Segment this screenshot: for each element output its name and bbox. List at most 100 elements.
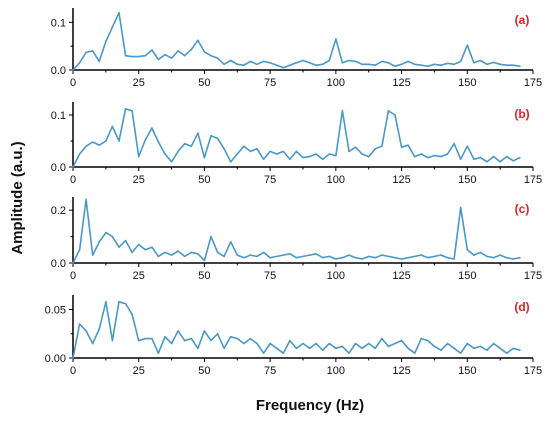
- data-point: [229, 59, 232, 62]
- data-point: [157, 58, 160, 61]
- data-point: [302, 156, 304, 159]
- data-point: [111, 125, 114, 128]
- data-point: [118, 301, 120, 303]
- data-point: [374, 347, 377, 350]
- panel-3: 0 25 50 75 100 125 150 175 0.0 0.2 (c): [51, 197, 542, 282]
- data-point: [427, 65, 429, 67]
- data-point: [446, 62, 449, 65]
- data-point: [269, 342, 271, 345]
- data-point: [367, 255, 370, 258]
- data-point: [440, 254, 442, 256]
- data-point: [361, 63, 363, 66]
- data-point: [427, 156, 429, 159]
- data-point: [341, 345, 344, 348]
- data-point: [295, 347, 298, 350]
- data-point: [243, 145, 245, 147]
- data-point: [440, 155, 442, 158]
- data-point: [321, 158, 324, 160]
- x-tick-label: 50: [198, 174, 210, 186]
- data-point: [505, 64, 508, 66]
- x-tick-label: 125: [392, 174, 410, 186]
- y-tick-label: 0.1: [51, 110, 66, 122]
- x-tick-label: 100: [327, 365, 345, 377]
- x-tick-label: 125: [392, 270, 410, 282]
- panels: 0 25 50 75 100 125 150 175 0.0 0.1 (a) 0 25 50 75 100 12…: [45, 8, 542, 377]
- x-tick-label: 25: [133, 174, 145, 186]
- data-point: [91, 50, 94, 52]
- data-point: [137, 339, 140, 342]
- data-point: [164, 53, 166, 56]
- x-tick-label: 0: [70, 270, 76, 282]
- data-point: [459, 206, 462, 209]
- data-point: [321, 256, 324, 259]
- data-point: [157, 352, 160, 355]
- y-tick-label: 0.0: [51, 65, 66, 77]
- data-point: [407, 144, 409, 146]
- data-point: [459, 60, 462, 63]
- data-point: [151, 127, 153, 129]
- data-point: [190, 337, 193, 340]
- data-point: [170, 57, 173, 59]
- data-point: [183, 255, 186, 258]
- data-point: [144, 54, 147, 57]
- data-point: [335, 347, 337, 350]
- data-point: [118, 140, 120, 142]
- data-point: [413, 63, 416, 66]
- data-point: [236, 63, 239, 66]
- data-point: [413, 155, 416, 158]
- data-point: [98, 144, 101, 146]
- data-point: [105, 301, 107, 303]
- data-point: [144, 249, 147, 251]
- data-point: [367, 155, 370, 158]
- x-tick-label: 150: [458, 270, 476, 282]
- data-point: [433, 255, 436, 258]
- data-point: [223, 148, 225, 150]
- data-point: [407, 347, 409, 350]
- data-point: [78, 62, 81, 64]
- data-point: [223, 63, 225, 66]
- data-point: [216, 137, 219, 140]
- data-point: [446, 256, 449, 259]
- data-point: [190, 251, 193, 254]
- data-point: [151, 337, 153, 340]
- data-point: [243, 64, 245, 66]
- data-point: [98, 328, 101, 330]
- data-point: [381, 337, 383, 340]
- data-point: [354, 342, 357, 345]
- data-point: [157, 141, 160, 143]
- data-point: [361, 258, 363, 260]
- data-point: [91, 342, 94, 345]
- data-point: [249, 60, 252, 63]
- panel-label: (b): [514, 107, 529, 121]
- data-point: [387, 255, 390, 258]
- data-point: [197, 132, 199, 134]
- data-point: [400, 146, 403, 148]
- data-point: [367, 342, 370, 345]
- y-tick-label: 0.0: [51, 258, 66, 270]
- data-point: [453, 347, 455, 350]
- x-tick-label: 175: [524, 365, 542, 377]
- data-point: [361, 153, 363, 155]
- data-point: [427, 339, 429, 342]
- data-point: [282, 254, 285, 256]
- data-point: [295, 150, 298, 153]
- data-point: [446, 342, 449, 345]
- x-tick-label: 75: [264, 270, 276, 282]
- data-point: [295, 62, 298, 64]
- data-point: [367, 63, 370, 66]
- x-axis-title: Frequency (Hz): [256, 397, 364, 414]
- data-point: [413, 352, 416, 355]
- panel-4: 0 25 50 75 100 125 150 175 0.00 0.05 (d): [45, 295, 542, 377]
- x-tick-label: 25: [133, 270, 145, 282]
- data-point: [229, 241, 232, 243]
- x-tick-label: 50: [198, 365, 210, 377]
- data-point: [420, 337, 423, 340]
- data-point: [335, 154, 337, 157]
- data-point: [124, 54, 127, 57]
- data-point: [466, 342, 469, 345]
- data-point: [256, 342, 258, 345]
- data-point: [479, 251, 482, 254]
- data-point: [479, 345, 482, 348]
- data-point: [111, 26, 114, 28]
- data-point: [164, 251, 166, 254]
